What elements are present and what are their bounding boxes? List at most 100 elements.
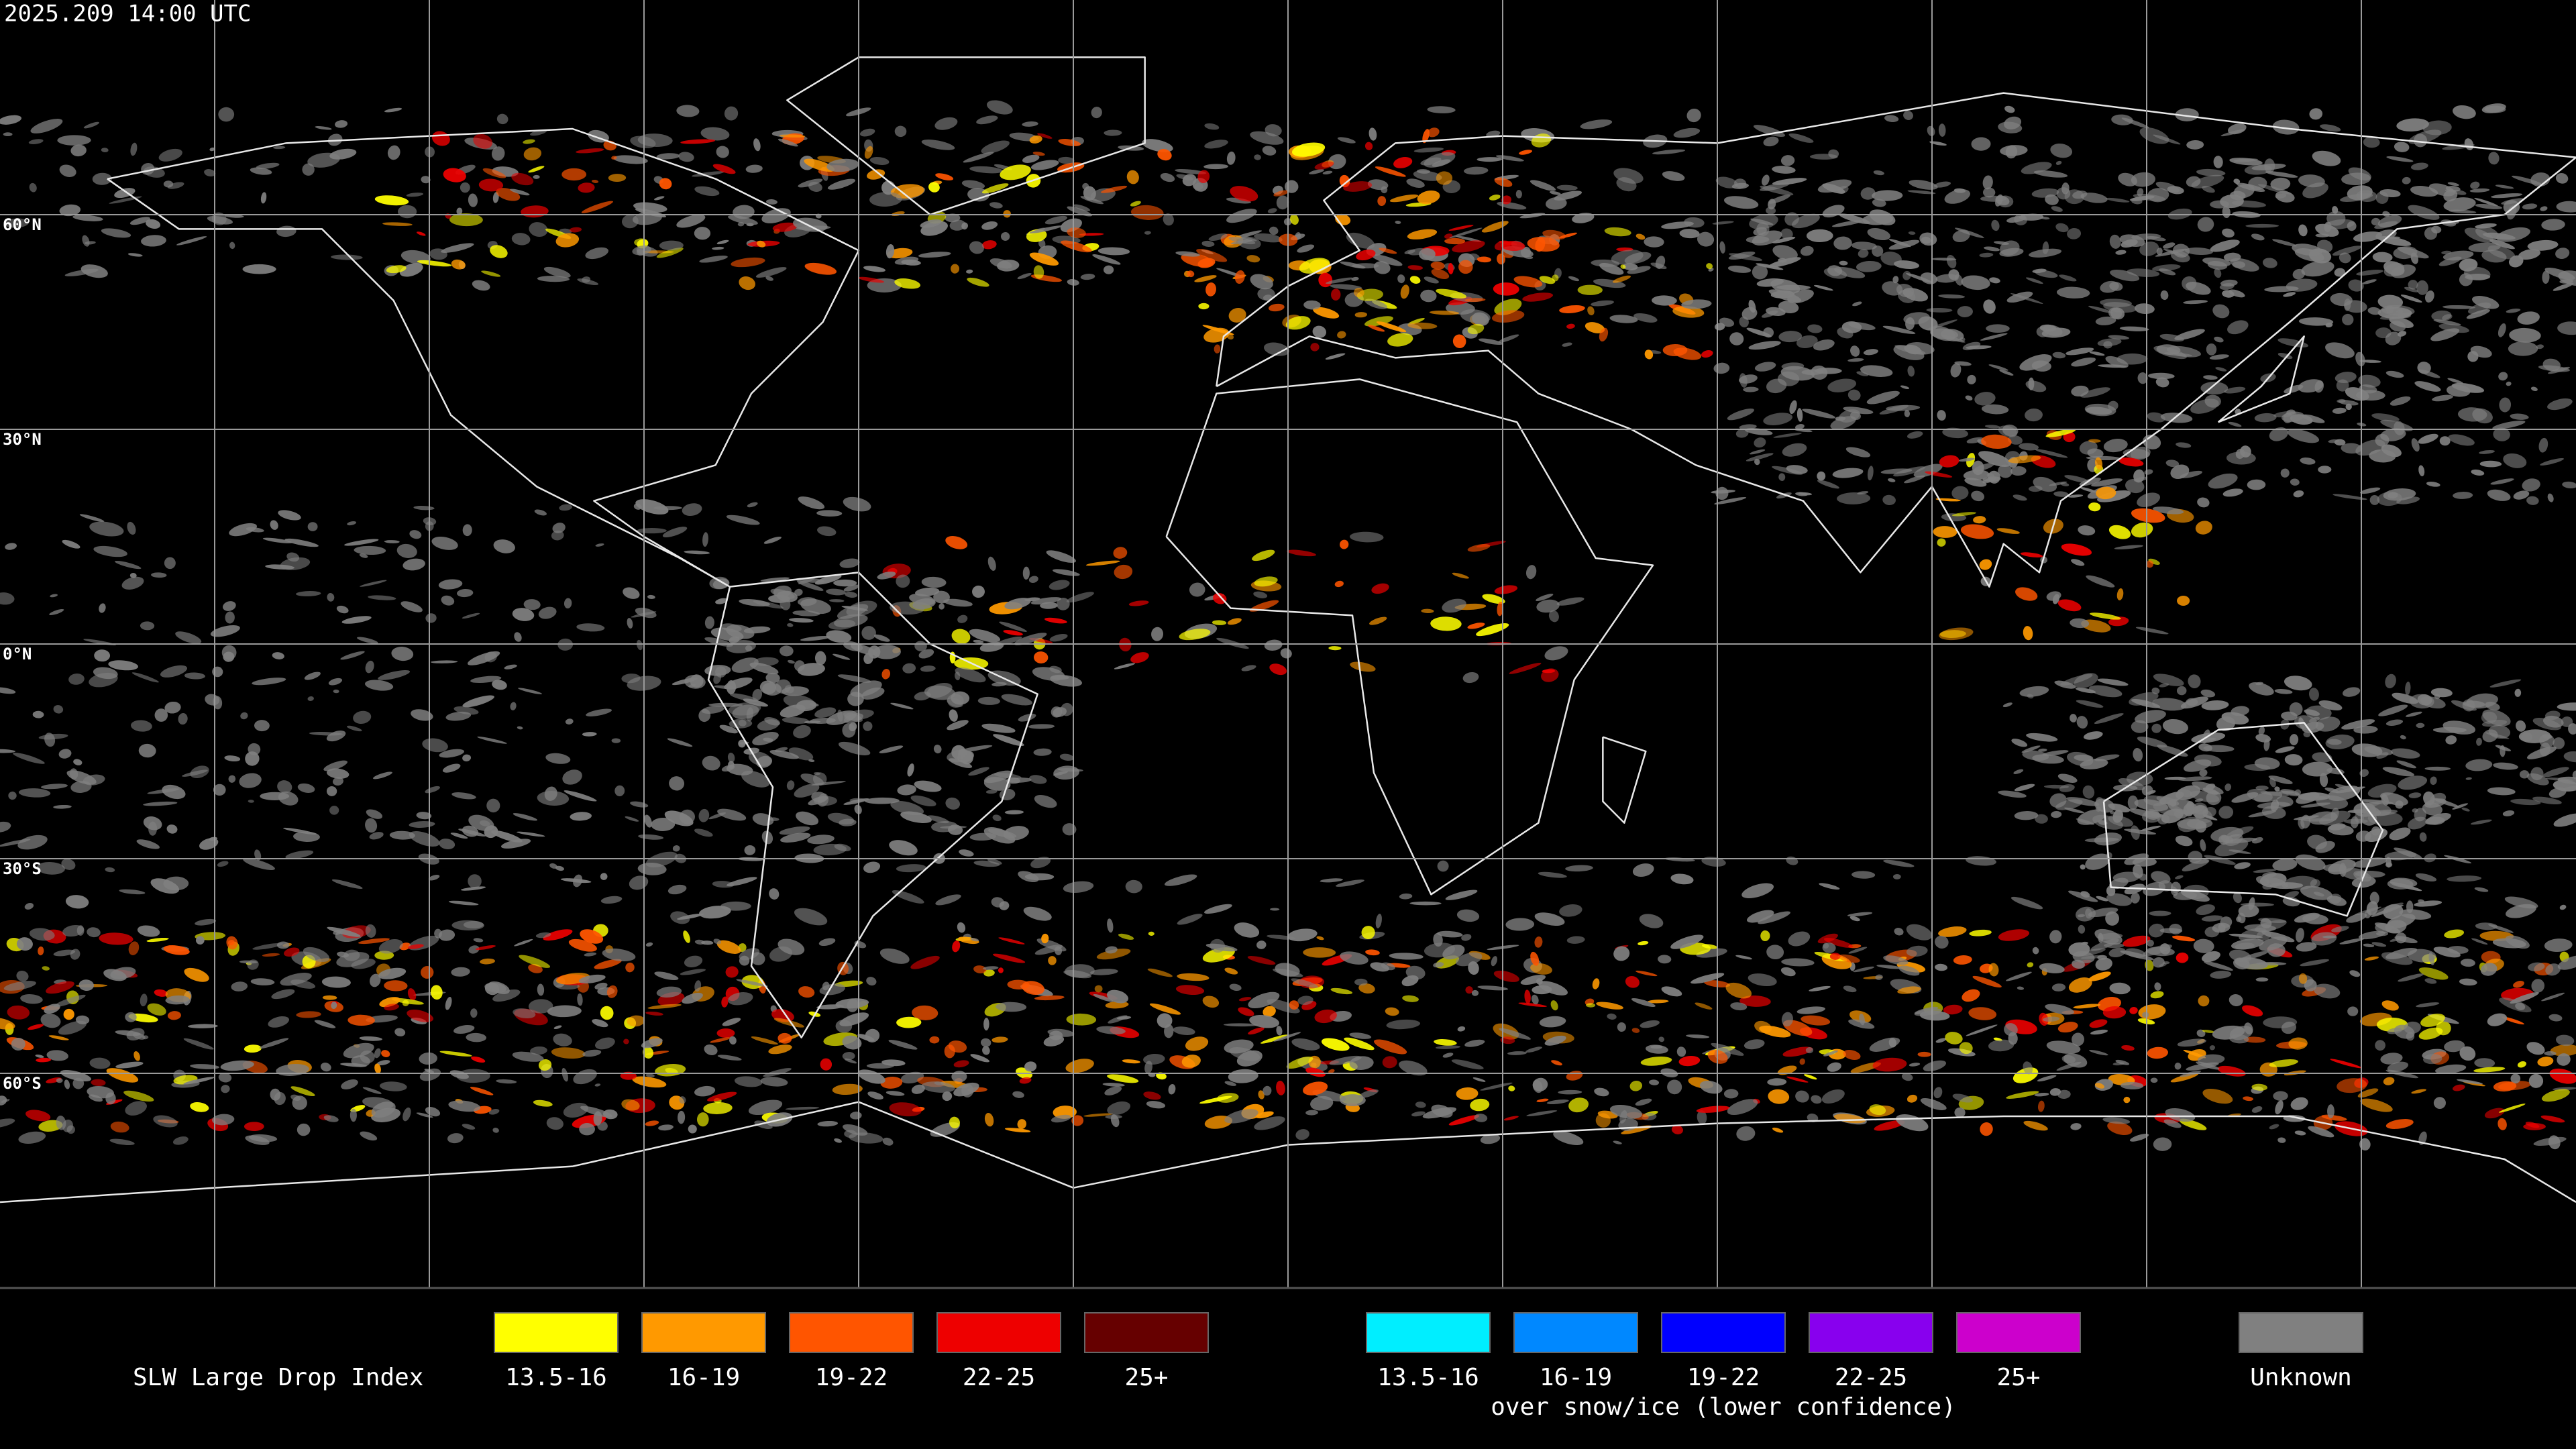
cloud-patch (719, 724, 738, 734)
cloud-patch (1879, 405, 1909, 415)
cloud-patch (326, 768, 350, 779)
cloud-patch (331, 879, 363, 889)
cloud-patch (1823, 1050, 1838, 1057)
cloud-patch (835, 1019, 853, 1033)
cloud-patch (651, 817, 676, 831)
cloud-patch (934, 117, 958, 130)
cloud-patch (1226, 333, 1234, 340)
cloud-patch (1627, 266, 1651, 274)
cloud-patch (1888, 1038, 1896, 1048)
cloud-patch (1746, 453, 1774, 462)
cloud-patch (1613, 1140, 1622, 1144)
cloud-patch (2523, 1123, 2546, 1130)
cloud-patch (2540, 458, 2564, 466)
cloud-patch (1467, 323, 1485, 335)
cloud-patch (1500, 1036, 1515, 1044)
cloud-patch (1754, 458, 1760, 466)
cloud-patch (787, 659, 795, 664)
cloud-patch (1727, 265, 1752, 273)
cloud-patch (1030, 857, 1051, 869)
cloud-patch (430, 985, 443, 1000)
cloud-patch (2076, 716, 2088, 729)
cloud-patch (991, 897, 1005, 908)
cloud-patch (154, 708, 168, 722)
cloud-patch (885, 244, 895, 259)
cloud-patch (1531, 994, 1539, 1005)
cloud-patch (2131, 522, 2153, 538)
cloud-patch (492, 192, 499, 203)
cloud-patch (2381, 1000, 2399, 1011)
cloud-patch (229, 523, 257, 537)
cloud-patch (1725, 982, 1752, 999)
cloud-patch (1883, 955, 1909, 965)
cloud-patch (757, 719, 780, 731)
cloud-patch (2377, 307, 2412, 319)
cloud-patch (2390, 321, 2406, 332)
cloud-patch (0, 1118, 15, 1128)
cloud-patch (2057, 1022, 2078, 1033)
cloud-patch (1863, 349, 1878, 356)
cloud-patch (2296, 942, 2317, 952)
cloud-patch (1650, 1045, 1663, 1049)
cloud-patch (445, 996, 452, 1010)
cloud-patch (1147, 968, 1173, 977)
cloud-patch (2072, 951, 2095, 963)
cloud-patch (453, 706, 479, 715)
cloud-patch (1493, 282, 1519, 296)
cloud-patch (2400, 294, 2422, 303)
cloud-patch (654, 196, 665, 201)
cloud-patch (1254, 154, 1261, 160)
cloud-patch (2270, 177, 2291, 191)
cloud-patch (1917, 1051, 1931, 1057)
cloud-patch (2452, 803, 2469, 810)
cloud-patch (529, 222, 548, 237)
cloud-patch (926, 682, 953, 698)
cloud-patch (662, 527, 688, 538)
cloud-patch (1591, 300, 1615, 307)
cloud-patch (1067, 227, 1086, 238)
cloud-patch (16, 970, 29, 981)
cloud-patch (2108, 815, 2134, 827)
cloud-patch (981, 221, 998, 230)
cloud-patch (2287, 429, 2320, 443)
cloud-patch (1442, 598, 1466, 613)
cloud-patch (374, 1063, 381, 1074)
cloud-patch (570, 812, 592, 821)
cloud-patch (337, 951, 349, 958)
cloud-patch (2135, 627, 2169, 635)
cloud-patch (1250, 274, 1273, 290)
cloud-patch (822, 981, 830, 991)
cloud-patch (2257, 802, 2291, 809)
cloud-patch (1761, 310, 1778, 318)
cloud-patch (992, 953, 1026, 963)
cloud-patch (1967, 374, 1976, 384)
cloud-patch (859, 128, 875, 137)
cloud-patch (2495, 184, 2514, 189)
cloud-patch (2063, 807, 2084, 814)
cloud-patch (2012, 494, 2027, 501)
cloud-patch (2089, 351, 2105, 356)
cloud-patch (1676, 1046, 1686, 1057)
cloud-patch (1375, 914, 1382, 928)
cloud-patch (53, 949, 76, 957)
cloud-patch (1407, 229, 1438, 239)
cloud-patch (704, 616, 714, 629)
cloud-patch (914, 691, 931, 701)
cloud-patch (1452, 572, 1469, 579)
cloud-patch (2465, 759, 2493, 771)
cloud-patch (2264, 286, 2299, 292)
cloud-patch (1731, 182, 1749, 189)
cloud-patch (190, 765, 209, 779)
cloud-patch (2135, 710, 2166, 724)
cloud-patch (1580, 119, 1613, 129)
cloud-patch (1907, 431, 1923, 439)
cloud-patch (2090, 612, 2121, 620)
cloud-patch (2547, 398, 2573, 411)
cloud-patch (818, 938, 836, 947)
cloud-patch (696, 1112, 709, 1127)
cloud-patch (2408, 792, 2422, 798)
cloud-patch (699, 256, 728, 263)
cloud-patch (379, 1081, 407, 1091)
cloud-patch (2185, 247, 2213, 256)
cloud-patch (1436, 171, 1453, 185)
